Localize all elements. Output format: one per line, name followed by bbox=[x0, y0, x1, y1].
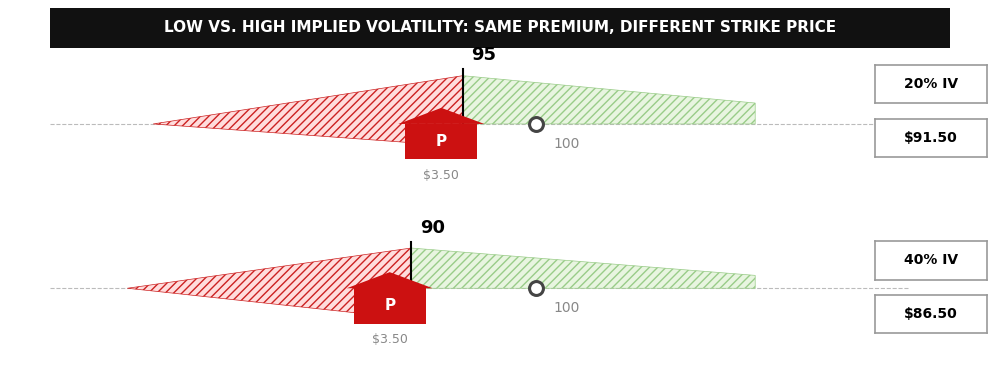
Text: $3.50: $3.50 bbox=[372, 333, 408, 346]
Text: 90: 90 bbox=[420, 219, 445, 237]
Text: $3.50: $3.50 bbox=[423, 169, 459, 182]
Polygon shape bbox=[463, 76, 755, 124]
Text: P: P bbox=[436, 134, 447, 149]
Text: 95: 95 bbox=[471, 46, 496, 64]
Text: LOW VS. HIGH IMPLIED VOLATILITY: SAME PREMIUM, DIFFERENT STRIKE PRICE: LOW VS. HIGH IMPLIED VOLATILITY: SAME PR… bbox=[164, 20, 836, 35]
Polygon shape bbox=[153, 76, 463, 146]
FancyBboxPatch shape bbox=[5, 6, 995, 50]
Text: $86.50: $86.50 bbox=[904, 307, 958, 321]
Polygon shape bbox=[411, 248, 755, 288]
Text: 100: 100 bbox=[553, 301, 579, 315]
Polygon shape bbox=[405, 124, 477, 159]
Text: 100: 100 bbox=[553, 137, 579, 151]
Text: 40% IV: 40% IV bbox=[904, 254, 958, 267]
Text: $91.50: $91.50 bbox=[904, 131, 958, 145]
Polygon shape bbox=[354, 288, 426, 324]
Polygon shape bbox=[398, 108, 484, 124]
Polygon shape bbox=[127, 248, 411, 319]
Text: P: P bbox=[384, 298, 395, 313]
Text: 20% IV: 20% IV bbox=[904, 77, 958, 91]
Polygon shape bbox=[347, 272, 433, 288]
